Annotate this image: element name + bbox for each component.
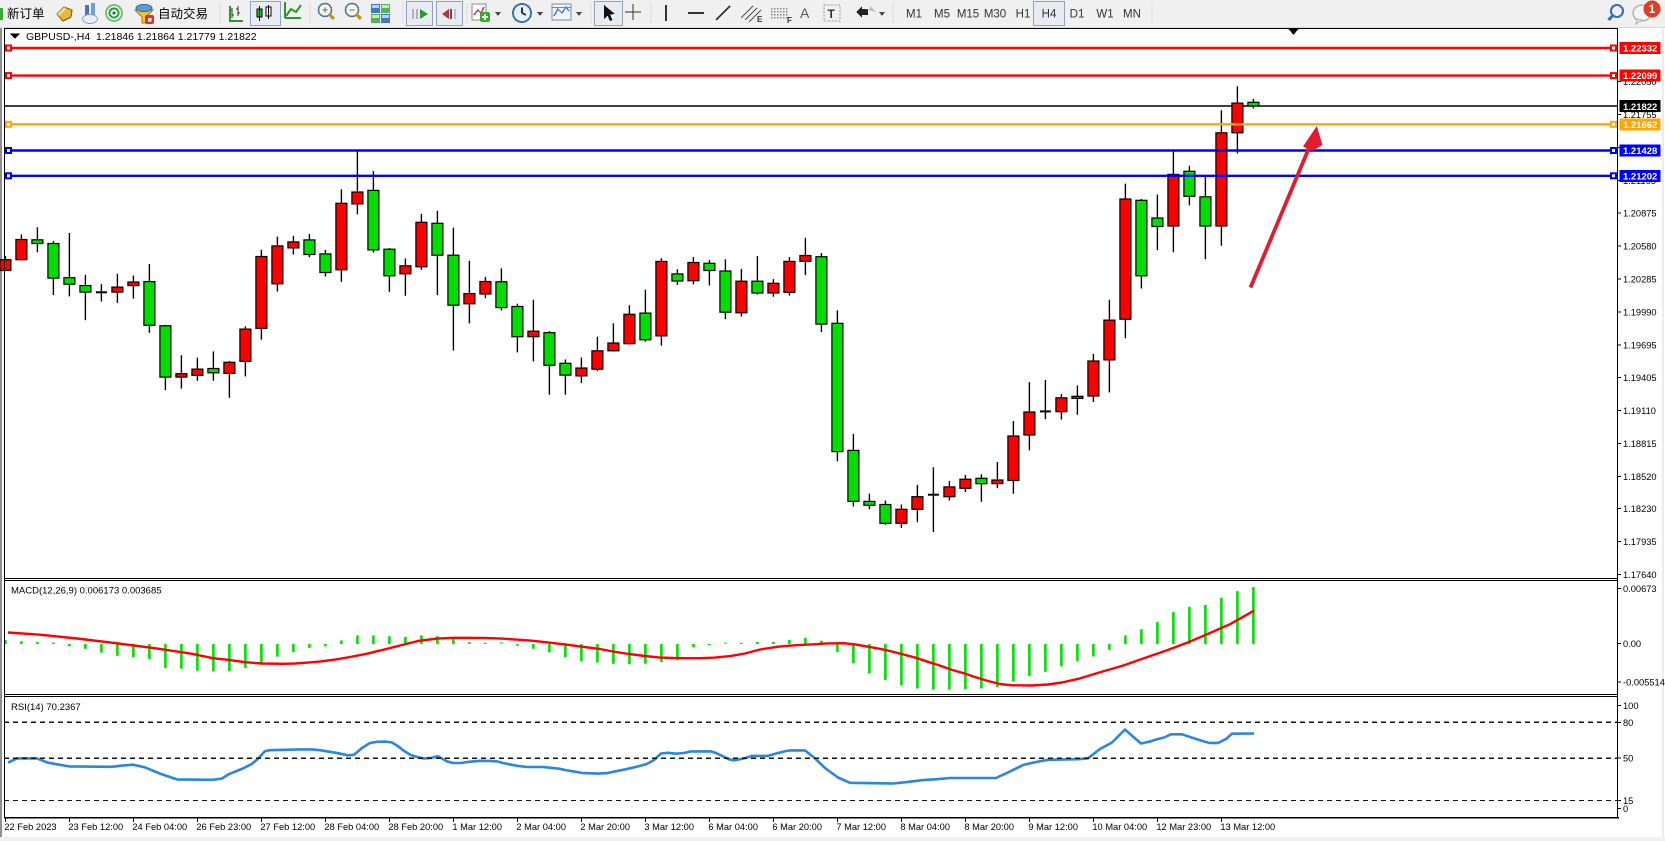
svg-text:1.20875: 1.20875 xyxy=(1623,208,1657,218)
svg-text:M30: M30 xyxy=(984,9,1006,21)
svg-text:0.00673: 0.00673 xyxy=(1623,584,1657,594)
svg-text:12 Mar 23:00: 12 Mar 23:00 xyxy=(1156,822,1211,832)
svg-text:新订单: 新订单 xyxy=(7,6,45,21)
svg-text:6 Mar 20:00: 6 Mar 20:00 xyxy=(772,822,822,832)
svg-text:13 Mar 12:00: 13 Mar 12:00 xyxy=(1220,822,1275,832)
svg-text:26 Feb 23:00: 26 Feb 23:00 xyxy=(196,822,251,832)
svg-text:8 Mar 04:00: 8 Mar 04:00 xyxy=(900,822,950,832)
svg-text:28 Feb 04:00: 28 Feb 04:00 xyxy=(324,822,379,832)
svg-text:D1: D1 xyxy=(1070,9,1085,21)
svg-text:24 Feb 04:00: 24 Feb 04:00 xyxy=(132,822,187,832)
svg-text:1 Mar 12:00: 1 Mar 12:00 xyxy=(452,822,502,832)
svg-text:W1: W1 xyxy=(1096,9,1113,21)
svg-text:M5: M5 xyxy=(934,9,950,21)
svg-text:H1: H1 xyxy=(1016,9,1031,21)
svg-text:15: 15 xyxy=(1623,796,1633,806)
svg-text:6 Mar 04:00: 6 Mar 04:00 xyxy=(708,822,758,832)
svg-text:E: E xyxy=(757,15,763,24)
svg-text:22 Feb 2023: 22 Feb 2023 xyxy=(4,822,56,832)
svg-text:-0.005514: -0.005514 xyxy=(1623,678,1665,688)
svg-text:1.18520: 1.18520 xyxy=(1623,472,1657,482)
svg-text:0.00: 0.00 xyxy=(1623,639,1641,649)
svg-text:1.17640: 1.17640 xyxy=(1623,570,1657,580)
svg-text:100: 100 xyxy=(1623,701,1639,711)
svg-text:3 Mar 12:00: 3 Mar 12:00 xyxy=(644,822,694,832)
svg-text:1.18230: 1.18230 xyxy=(1623,504,1657,514)
svg-text:1.21202: 1.21202 xyxy=(1623,171,1657,182)
svg-text:2 Mar 20:00: 2 Mar 20:00 xyxy=(580,822,630,832)
svg-text:7 Mar 12:00: 7 Mar 12:00 xyxy=(836,822,886,832)
svg-text:MN: MN xyxy=(1123,9,1141,21)
svg-text:1.20580: 1.20580 xyxy=(1623,241,1657,251)
svg-text:1.19695: 1.19695 xyxy=(1623,340,1657,350)
svg-text:1.21822: 1.21822 xyxy=(1623,102,1657,113)
svg-text:−: − xyxy=(349,6,355,17)
svg-text:9 Mar 12:00: 9 Mar 12:00 xyxy=(1028,822,1078,832)
svg-text:H4: H4 xyxy=(1042,9,1057,21)
svg-text:1.21755: 1.21755 xyxy=(1623,110,1657,120)
svg-text:MACD(12,26,9) 0.006173 0.00368: MACD(12,26,9) 0.006173 0.003685 xyxy=(11,586,162,597)
svg-text:1.21428: 1.21428 xyxy=(1623,146,1657,157)
svg-text:50: 50 xyxy=(1623,754,1633,764)
svg-text:8 Mar 20:00: 8 Mar 20:00 xyxy=(964,822,1014,832)
svg-text:28 Feb 20:00: 28 Feb 20:00 xyxy=(388,822,443,832)
svg-text:1.18815: 1.18815 xyxy=(1623,439,1657,449)
svg-text:2 Mar 04:00: 2 Mar 04:00 xyxy=(516,822,566,832)
svg-text:1.19405: 1.19405 xyxy=(1623,373,1657,383)
svg-text:1.19110: 1.19110 xyxy=(1623,406,1656,416)
svg-text:10 Mar 04:00: 10 Mar 04:00 xyxy=(1092,822,1147,832)
svg-text:1.22332: 1.22332 xyxy=(1623,44,1657,55)
svg-text:M1: M1 xyxy=(906,9,922,21)
svg-text:F: F xyxy=(787,16,792,25)
svg-text:自动交易: 自动交易 xyxy=(158,6,208,21)
svg-text:1.19990: 1.19990 xyxy=(1623,307,1657,317)
svg-text:1.21662: 1.21662 xyxy=(1623,120,1657,131)
svg-text:A: A xyxy=(800,5,810,21)
svg-text:1: 1 xyxy=(1649,2,1656,16)
svg-text:GBPUSD-,H4 1.21846 1.21864 1.: GBPUSD-,H4 1.21846 1.21864 1.21779 1.218… xyxy=(26,31,257,43)
svg-text:1.17935: 1.17935 xyxy=(1623,537,1657,547)
svg-text:T: T xyxy=(828,7,836,21)
svg-text:1.22050: 1.22050 xyxy=(1623,77,1657,87)
svg-text:80: 80 xyxy=(1623,718,1633,728)
svg-text:RSI(14) 70.2367: RSI(14) 70.2367 xyxy=(11,702,81,713)
svg-text:23 Feb 12:00: 23 Feb 12:00 xyxy=(68,822,123,832)
svg-text:+: + xyxy=(322,6,328,17)
svg-text:0: 0 xyxy=(1623,804,1628,814)
svg-text:1.22099: 1.22099 xyxy=(1623,71,1657,82)
svg-text:1.20285: 1.20285 xyxy=(1623,274,1657,284)
svg-text:M15: M15 xyxy=(957,9,979,21)
svg-text:27 Feb 12:00: 27 Feb 12:00 xyxy=(260,822,315,832)
